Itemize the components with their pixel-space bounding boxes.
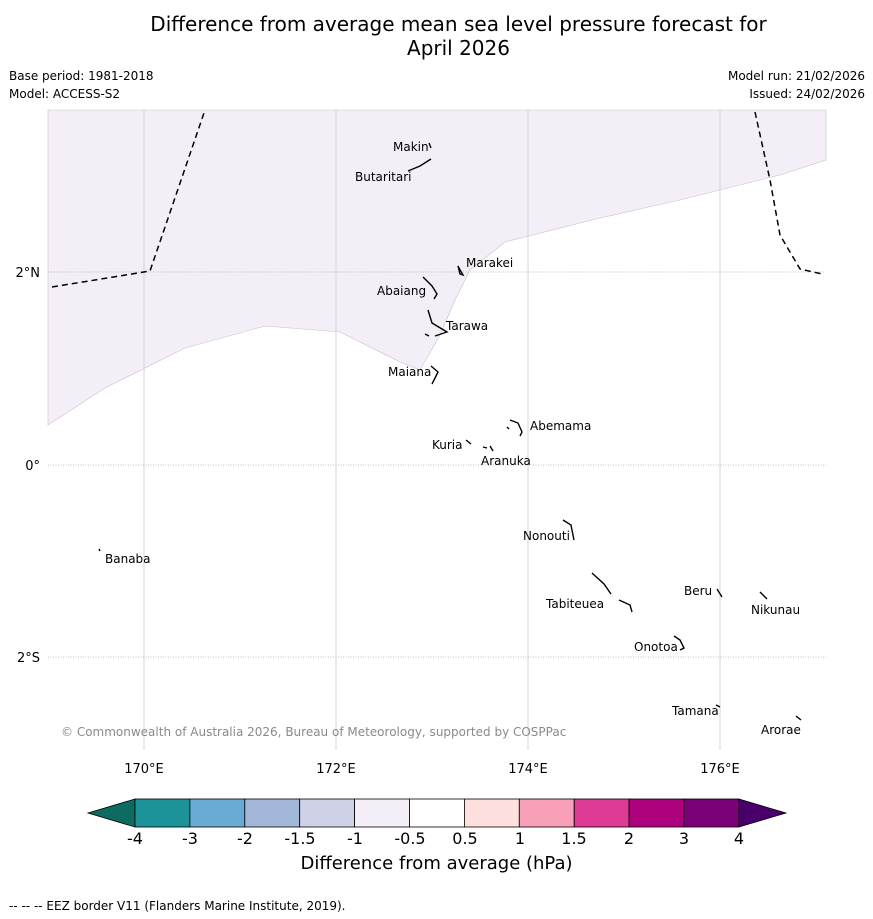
colorbar-tick: 2 [623, 829, 635, 848]
nikunau-outline [759, 591, 768, 600]
colorbar-segment [354, 798, 410, 828]
kuria-outline [465, 439, 472, 445]
tabiteuea-outline [591, 572, 633, 613]
copyright-notice: © Commonwealth of Australia 2026, Bureau… [61, 725, 566, 739]
colorbar-extend-high [738, 798, 788, 828]
colorbar-segment [299, 798, 356, 828]
colorbar-tick: 1.5 [561, 829, 587, 848]
colorbar-tick: -3 [182, 829, 198, 848]
marakei-outline [457, 265, 465, 277]
island-label: Butaritari [355, 170, 412, 184]
eez-border-east [754, 111, 823, 275]
island-label: Tabiteuea [545, 597, 604, 611]
colorbar-tick: 0.5 [452, 829, 478, 848]
title-line-1: Difference from average mean sea level p… [150, 12, 767, 36]
lon-label: 176°E [700, 762, 740, 777]
colorbar-tick: -0.5 [394, 829, 426, 848]
island-label: Makin [393, 140, 429, 154]
colorbar-segment [244, 798, 301, 828]
colorbar-segment [134, 798, 191, 828]
abaiang-outline [422, 276, 438, 300]
abemama-outline [506, 419, 523, 437]
island-label: Onotoa [634, 640, 678, 654]
island-label: Marakei [466, 256, 513, 270]
colorbar-segment [463, 798, 520, 828]
nonouti-outline [562, 519, 575, 541]
colorbar-tick: -1 [347, 829, 363, 848]
colorbar-tick: 1 [514, 829, 526, 848]
colorbar-tick: 4 [733, 829, 745, 848]
lat-label: 2°N [16, 266, 41, 281]
eez-borders [51, 109, 823, 288]
pressure-anomaly-region [47, 109, 827, 426]
parallels [48, 271, 826, 658]
colorbar-extend-low [86, 798, 136, 828]
lat-axis-labels: 2°N 0° 2°S [16, 266, 41, 666]
colorbar-tick: -1.5 [284, 829, 316, 848]
lat-label: 0° [25, 459, 40, 474]
island-label: Nonouti [523, 529, 570, 543]
island-labels: Makin Butaritari Marakei Abaiang Tarawa … [105, 140, 801, 737]
colorbar-segment [409, 798, 465, 828]
colorbar-tick: -2 [237, 829, 253, 848]
gridlines [143, 110, 721, 750]
island-outlines [98, 142, 802, 721]
colorbar-tick: 3 [678, 829, 690, 848]
meta-right: Model run: 21/02/2026 Issued: 24/02/2026 [728, 67, 865, 103]
issued-date: Issued: 24/02/2026 [749, 87, 865, 101]
colorbar-segment [518, 798, 575, 828]
model-run: Model run: 21/02/2026 [727, 69, 865, 83]
lon-axis-labels: 170°E 172°E 174°E 176°E [124, 762, 740, 777]
tarawa-outline [424, 309, 449, 337]
colorbar-tick: -4 [127, 829, 143, 848]
lon-label: 170°E [124, 762, 164, 777]
island-label: Banaba [105, 552, 151, 566]
colorbar-segment [189, 798, 246, 828]
base-period: Base period: 1981-2018 [9, 69, 154, 83]
banaba-outline [98, 548, 101, 552]
chart-title: Difference from average mean sea level p… [0, 12, 873, 60]
model-name: Model: ACCESS-S2 [9, 87, 121, 101]
arorae-outline [795, 715, 802, 721]
colorbar [86, 798, 788, 828]
island-label: Abemama [530, 419, 591, 433]
tamana-outline [715, 704, 721, 708]
title-line-2: April 2026 [407, 36, 510, 60]
island-label: Maiana [388, 365, 431, 379]
colorbar-segment [683, 798, 740, 828]
island-label: Tarawa [445, 319, 488, 333]
onotoa-outline [673, 635, 685, 651]
island-label: Abaiang [377, 284, 426, 298]
makin-outline [428, 142, 432, 149]
island-label: Arorae [761, 723, 801, 737]
butaritari-outline [407, 158, 432, 172]
colorbar-label: Difference from average (hPa) [300, 853, 573, 874]
island-label: Nikunau [751, 603, 800, 617]
eez-legend-note: -- -- -- EEZ border V11 (Flanders Marine… [9, 899, 346, 913]
maiana-outline [430, 365, 439, 385]
island-label: Aranuka [481, 454, 531, 468]
island-label: Beru [684, 584, 712, 598]
meta-left: Base period: 1981-2018 Model: ACCESS-S2 [9, 67, 154, 103]
island-label: Kuria [432, 438, 463, 452]
lon-label: 174°E [508, 762, 548, 777]
colorbar-segment [628, 798, 685, 828]
aranuka-outline [482, 445, 494, 452]
island-label: Tamana [671, 704, 719, 718]
beru-outline [716, 588, 723, 598]
lon-label: 172°E [316, 762, 356, 777]
eez-border-west [51, 109, 206, 288]
lat-label: 2°S [17, 651, 40, 666]
colorbar-segment [573, 798, 630, 828]
